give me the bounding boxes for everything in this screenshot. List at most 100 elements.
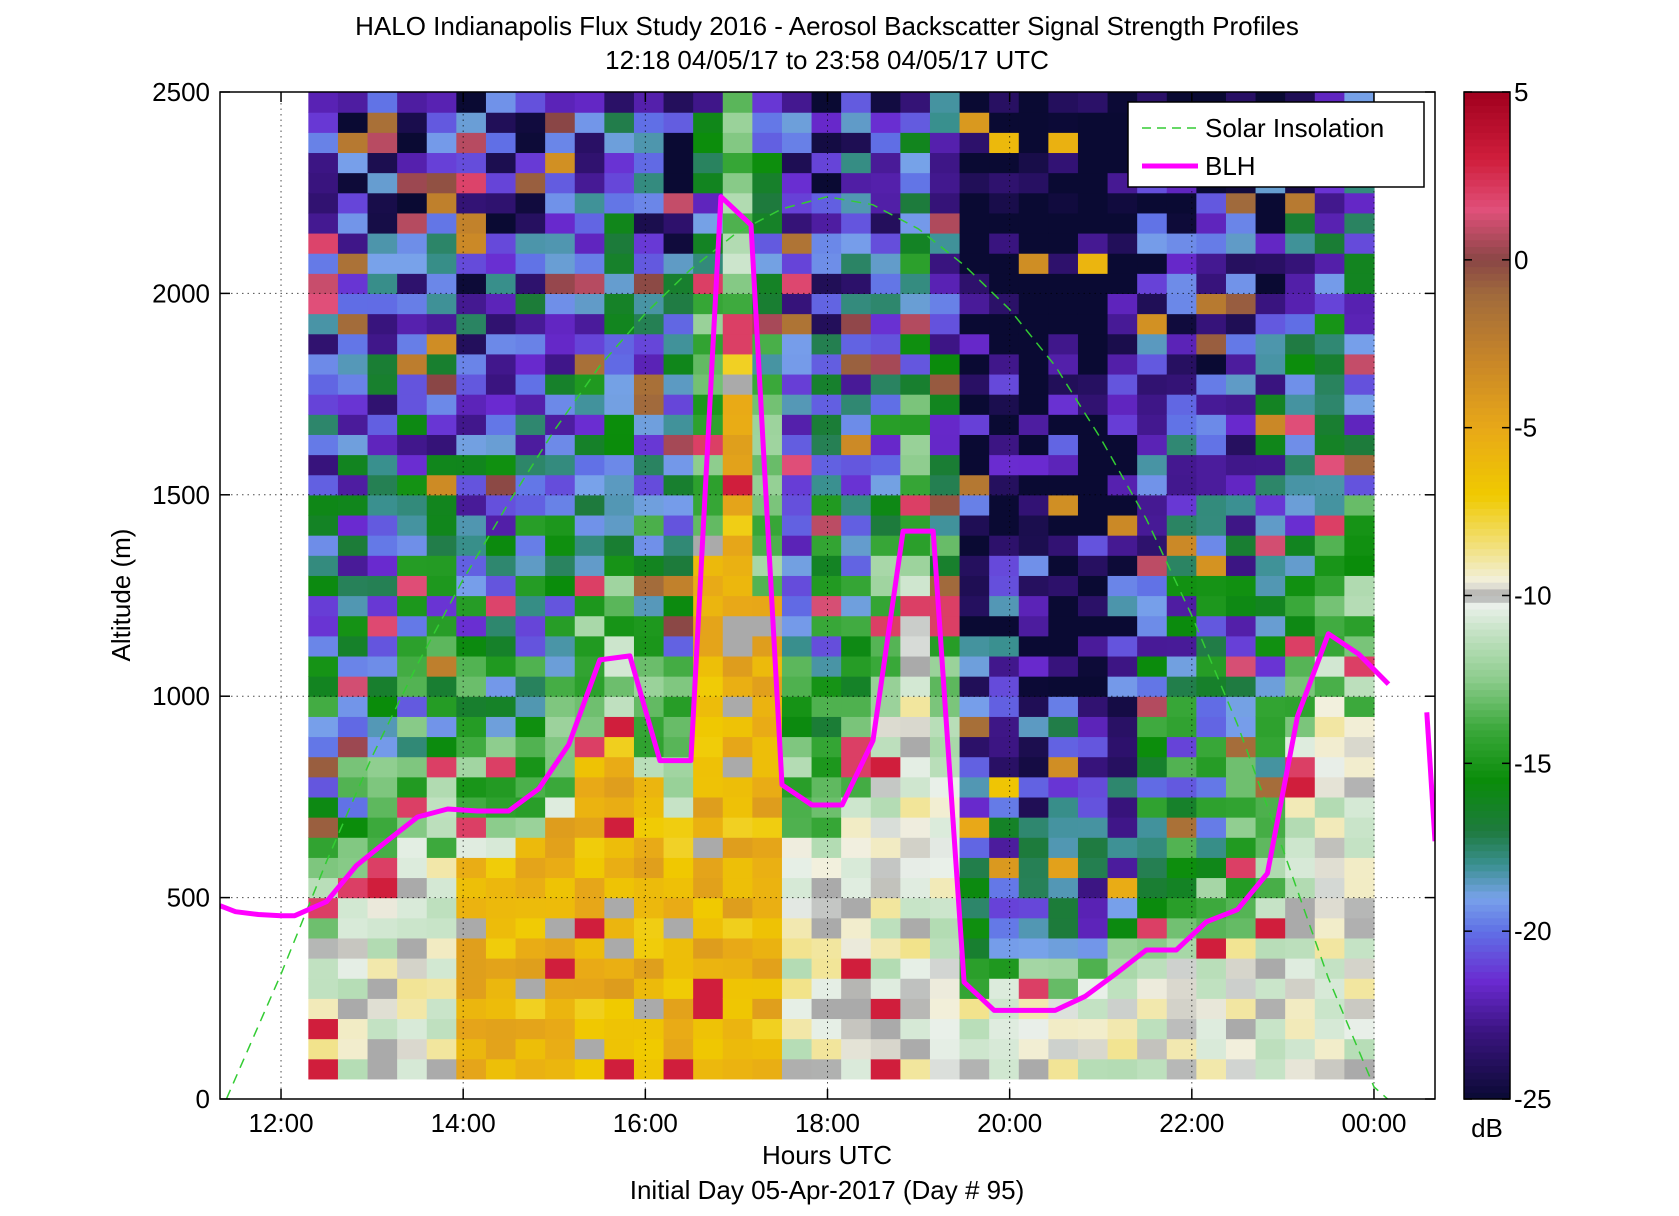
heatmap-cell — [1048, 676, 1079, 697]
heatmap-cell — [633, 817, 665, 838]
x-tick-label: 00:00 — [1341, 1108, 1406, 1138]
heatmap-cell — [633, 575, 665, 597]
heatmap-cell — [1344, 494, 1375, 516]
heatmap-cell — [1314, 756, 1345, 778]
heatmap-cell — [1285, 595, 1316, 617]
heatmap-cell — [870, 514, 901, 536]
heatmap-cell — [604, 716, 635, 738]
heatmap-cell — [515, 253, 546, 274]
heatmap-cell — [397, 192, 428, 214]
heatmap-cell — [1285, 232, 1316, 254]
heatmap-cell — [1196, 817, 1227, 838]
heatmap-cell — [722, 232, 753, 254]
colorbar-band — [1464, 978, 1510, 986]
heatmap-cell — [1137, 595, 1168, 617]
heatmap-cell — [515, 273, 546, 294]
heatmap-cell — [1285, 958, 1316, 979]
heatmap-cell — [545, 696, 576, 717]
heatmap-cell — [308, 837, 339, 858]
heatmap-cell — [1077, 373, 1109, 395]
heatmap-cell — [693, 776, 724, 798]
heatmap-cell — [337, 917, 369, 939]
heatmap-cell — [308, 655, 339, 677]
heatmap-cell — [1314, 1018, 1345, 1040]
heatmap-cell — [337, 474, 369, 496]
heatmap-cell — [1255, 817, 1286, 838]
heatmap-cell — [1077, 736, 1109, 758]
heatmap-cell — [811, 1018, 842, 1040]
heatmap-cell — [397, 716, 428, 738]
heatmap-cell — [308, 696, 339, 717]
heatmap-cell — [367, 152, 398, 174]
heatmap-cell — [1225, 978, 1257, 999]
heatmap-cell — [841, 857, 872, 879]
heatmap-cell — [515, 212, 546, 234]
heatmap-cell — [870, 756, 901, 778]
heatmap-cell — [1018, 796, 1049, 818]
heatmap-cell — [1196, 273, 1227, 294]
heatmap-cell — [752, 897, 783, 919]
colorbar-band — [1464, 306, 1510, 315]
heatmap-cell — [1107, 897, 1138, 919]
heatmap-cell — [752, 112, 783, 133]
colorbar-band — [1464, 669, 1510, 677]
heatmap-cell — [337, 736, 369, 758]
heatmap-cell — [1107, 877, 1138, 899]
colorbar-band — [1464, 212, 1510, 221]
heatmap-cell — [1314, 555, 1345, 576]
heatmap-cell — [1166, 313, 1197, 335]
heatmap-cell — [337, 192, 369, 214]
heatmap-cell — [870, 333, 901, 355]
heatmap-cell — [1048, 776, 1079, 798]
heatmap-cell — [574, 575, 605, 597]
colorbar-band — [1464, 266, 1510, 274]
heatmap-cell — [1166, 615, 1197, 637]
heatmap-cell — [1255, 756, 1286, 778]
heatmap-cell — [1314, 615, 1345, 637]
heatmap-cell — [1344, 514, 1375, 536]
heatmap-cell — [900, 817, 931, 838]
heatmap-cell — [1137, 857, 1168, 879]
heatmap-cell — [781, 676, 813, 697]
heatmap-cell — [1137, 958, 1168, 979]
colorbar-tick-label: -20 — [1514, 916, 1552, 946]
heatmap-cell — [929, 857, 961, 879]
heatmap-cell — [1048, 817, 1079, 838]
heatmap-cell — [1285, 293, 1316, 315]
heatmap-cell — [1166, 857, 1197, 879]
heatmap-cell — [841, 736, 872, 758]
heatmap-cell — [870, 273, 901, 294]
heatmap-cell — [574, 494, 605, 516]
heatmap-cell — [1196, 1058, 1227, 1080]
heatmap-cell — [989, 212, 1020, 234]
heatmap-cell — [722, 958, 753, 979]
heatmap-cell — [1314, 333, 1345, 355]
heatmap-cell — [397, 514, 428, 536]
heatmap-cell — [1107, 998, 1138, 1020]
heatmap-cell — [515, 394, 546, 415]
heatmap-cell — [663, 333, 694, 355]
heatmap-cell — [1137, 1018, 1168, 1040]
heatmap-cell — [485, 1058, 517, 1080]
heatmap-cell — [545, 857, 576, 879]
heatmap-cell — [722, 1058, 753, 1080]
heatmap-cell — [1107, 615, 1138, 637]
heatmap-cell — [515, 857, 546, 879]
heatmap-cell — [485, 1018, 517, 1040]
heatmap-cell — [1077, 575, 1109, 597]
colorbar-band — [1464, 561, 1510, 570]
heatmap-cell — [841, 494, 872, 516]
heatmap-cell — [781, 937, 813, 959]
heatmap-cell — [1077, 253, 1109, 274]
colorbar-band — [1464, 145, 1510, 154]
heatmap-cell — [426, 535, 457, 556]
heatmap-cell — [1225, 857, 1257, 879]
heatmap-cell — [397, 92, 428, 113]
heatmap-cell — [308, 373, 339, 395]
heatmap-cell — [841, 796, 872, 818]
heatmap-cell — [1018, 756, 1049, 778]
heatmap-cell — [308, 796, 339, 818]
heatmap-cell — [604, 313, 635, 335]
heatmap-cell — [604, 655, 635, 677]
heatmap-cell — [1166, 917, 1197, 939]
